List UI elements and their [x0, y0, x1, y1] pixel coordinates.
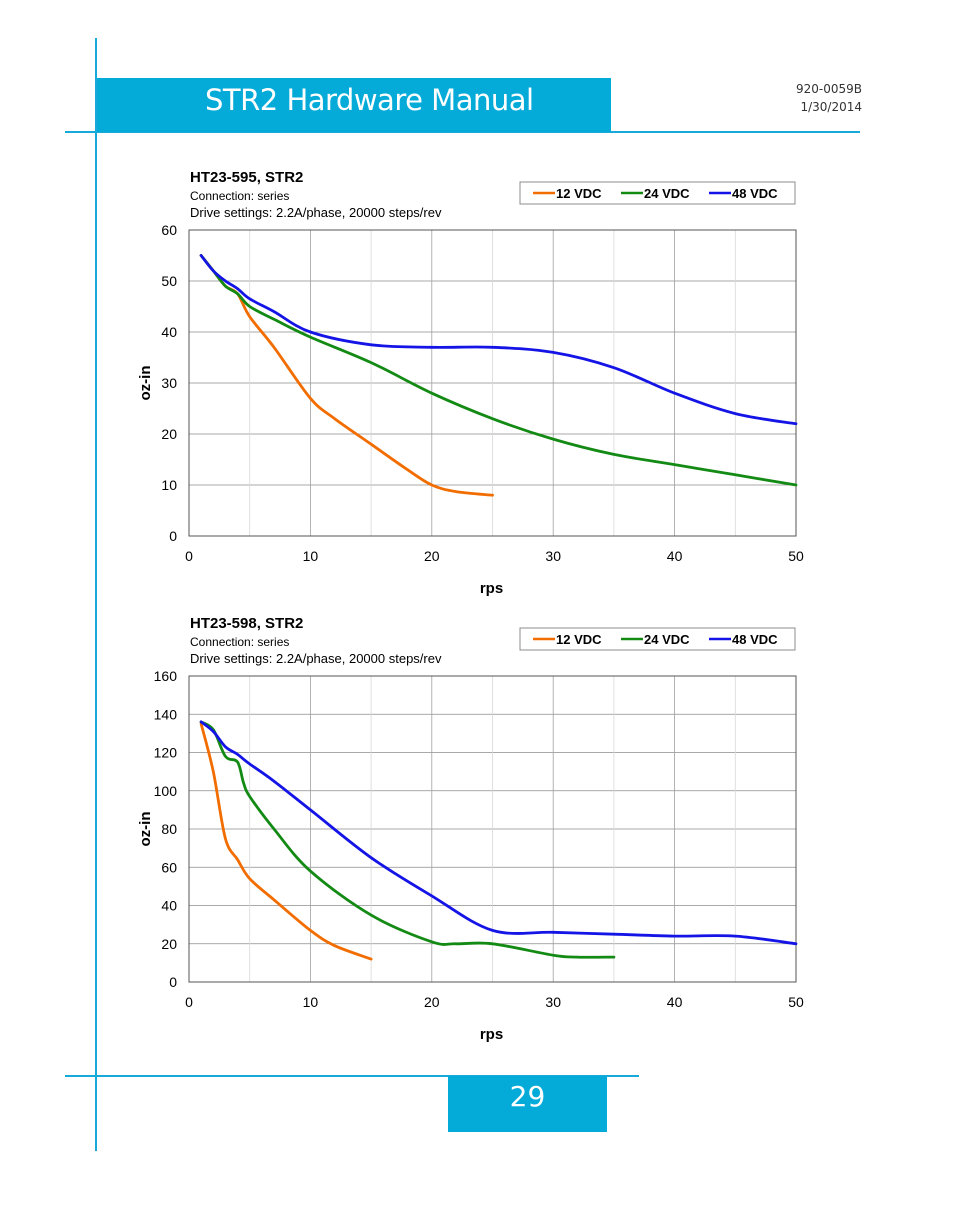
- legend-label: 24 VDC: [644, 186, 690, 201]
- x-tick-label: 10: [303, 994, 319, 1010]
- x-tick-label: 20: [424, 548, 440, 564]
- x-tick-label: 30: [545, 548, 561, 564]
- legend-label: 12 VDC: [556, 186, 602, 201]
- legend-box: [519, 627, 796, 651]
- torque-chart-ht23-595: HT23-595, STR2 Connection: series Drive se…: [137, 169, 804, 597]
- legend-label: 48 VDC: [732, 632, 778, 647]
- y-tick-label: 120: [154, 745, 178, 761]
- document-info: 920-0059B 1/30/2014: [796, 80, 862, 116]
- y-tick-label: 60: [161, 859, 177, 875]
- y-tick-label: 80: [161, 821, 177, 837]
- x-tick-label: 40: [667, 548, 683, 564]
- document-number: 920-0059B: [795, 82, 862, 96]
- x-tick-label: 0: [185, 994, 193, 1010]
- series-line-12-vdc: [199, 722, 373, 961]
- y-tick-label: 60: [161, 222, 177, 238]
- series-line-48-vdc: [199, 720, 798, 946]
- document-title: STR2 Hardware Manual: [205, 83, 534, 117]
- legend-label: 12 VDC: [556, 632, 602, 647]
- chart-drive-settings: Drive settings: 2.2A/phase, 20000 steps/…: [190, 651, 442, 666]
- y-axis-label: oz-in: [137, 366, 154, 401]
- series-line-48-vdc: [199, 254, 798, 426]
- x-tick-label: 10: [303, 548, 319, 564]
- y-tick-label: 10: [161, 477, 177, 493]
- chart-connection-label: Connection: series: [190, 635, 289, 649]
- y-tick-label: 50: [161, 273, 177, 289]
- x-tick-label: 40: [667, 994, 683, 1010]
- series-line-24-vdc: [199, 254, 798, 487]
- y-tick-label: 40: [161, 898, 177, 914]
- y-tick-label: 0: [169, 974, 177, 990]
- page-number: 29: [448, 1076, 607, 1132]
- x-axis-label: rps: [480, 1026, 503, 1043]
- document-date: 1/30/2014: [800, 100, 862, 114]
- x-tick-label: 50: [788, 994, 804, 1010]
- x-axis-label: rps: [480, 580, 503, 597]
- torque-chart-ht23-598: HT23-598, STR2 Connection: series Drive se…: [137, 615, 804, 1043]
- y-axis-label: oz-in: [137, 812, 154, 847]
- legend-label: 24 VDC: [644, 632, 690, 647]
- plot-area-border: [188, 229, 797, 537]
- plot-area-border: [188, 675, 797, 983]
- footer-rule: [65, 1075, 639, 1077]
- series-line-24-vdc: [199, 720, 616, 959]
- legend-box: [519, 181, 796, 205]
- y-tick-label: 160: [154, 668, 178, 684]
- chart-title: HT23-595, STR2: [190, 169, 303, 186]
- left-margin-rule: [95, 38, 97, 1151]
- y-tick-label: 40: [161, 324, 177, 340]
- chart-connection-label: Connection: series: [190, 189, 289, 203]
- y-tick-label: 140: [154, 706, 178, 722]
- y-tick-label: 30: [161, 375, 177, 391]
- x-tick-label: 30: [545, 994, 561, 1010]
- chart-title: HT23-598, STR2: [190, 615, 303, 632]
- y-tick-label: 0: [169, 528, 177, 544]
- series-line-12-vdc: [199, 254, 494, 497]
- legend-label: 48 VDC: [732, 186, 778, 201]
- x-tick-label: 50: [788, 548, 804, 564]
- chart-legend: 12 VDC 24 VDC 48 VDC: [519, 627, 796, 651]
- x-tick-label: 0: [185, 548, 193, 564]
- chart-legend: 12 VDC 24 VDC 48 VDC: [519, 181, 796, 205]
- y-tick-label: 20: [161, 936, 177, 952]
- y-tick-label: 20: [161, 426, 177, 442]
- header-title-bar: STR2 Hardware Manual: [97, 78, 611, 132]
- header-rule: [65, 131, 860, 133]
- x-tick-label: 20: [424, 994, 440, 1010]
- y-tick-label: 100: [154, 783, 178, 799]
- chart-drive-settings: Drive settings: 2.2A/phase, 20000 steps/…: [190, 205, 442, 220]
